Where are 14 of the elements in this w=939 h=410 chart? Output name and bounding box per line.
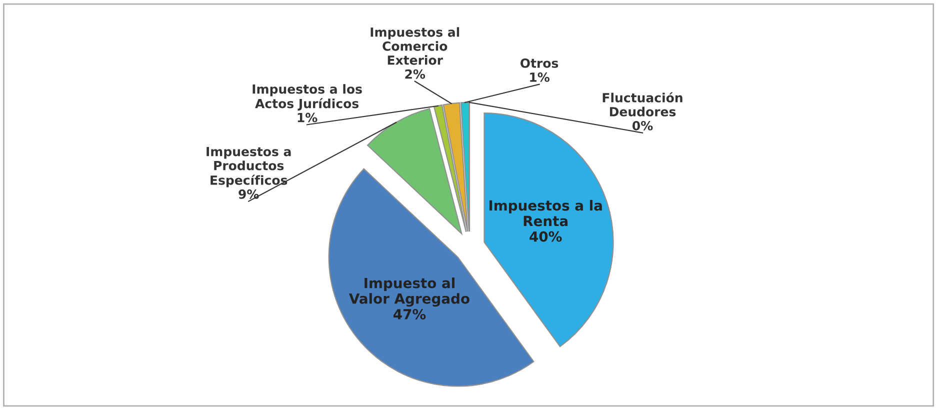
slice-label: Otros [520,58,558,68]
slice-label: Impuestos a los Actos Jurídicos [252,84,362,111]
slice-label: Impuesto al Valor Agregado [349,278,470,307]
slice-label: Impuestos a Productos Específicos [206,147,291,188]
data-label: 2% [405,69,426,79]
data-label: 47% [393,308,426,320]
data-label: 1% [298,112,318,122]
data-label: 9% [238,189,259,199]
data-label: 1% [530,72,550,82]
slice-label: Impuestos a la Renta [489,200,602,226]
text: 0% [632,120,653,130]
slice-label: Impuestos al Comercio Exterior [370,27,460,65]
data-label: 40% [530,231,562,242]
category-label: Fluctuación Deudores [602,92,682,116]
